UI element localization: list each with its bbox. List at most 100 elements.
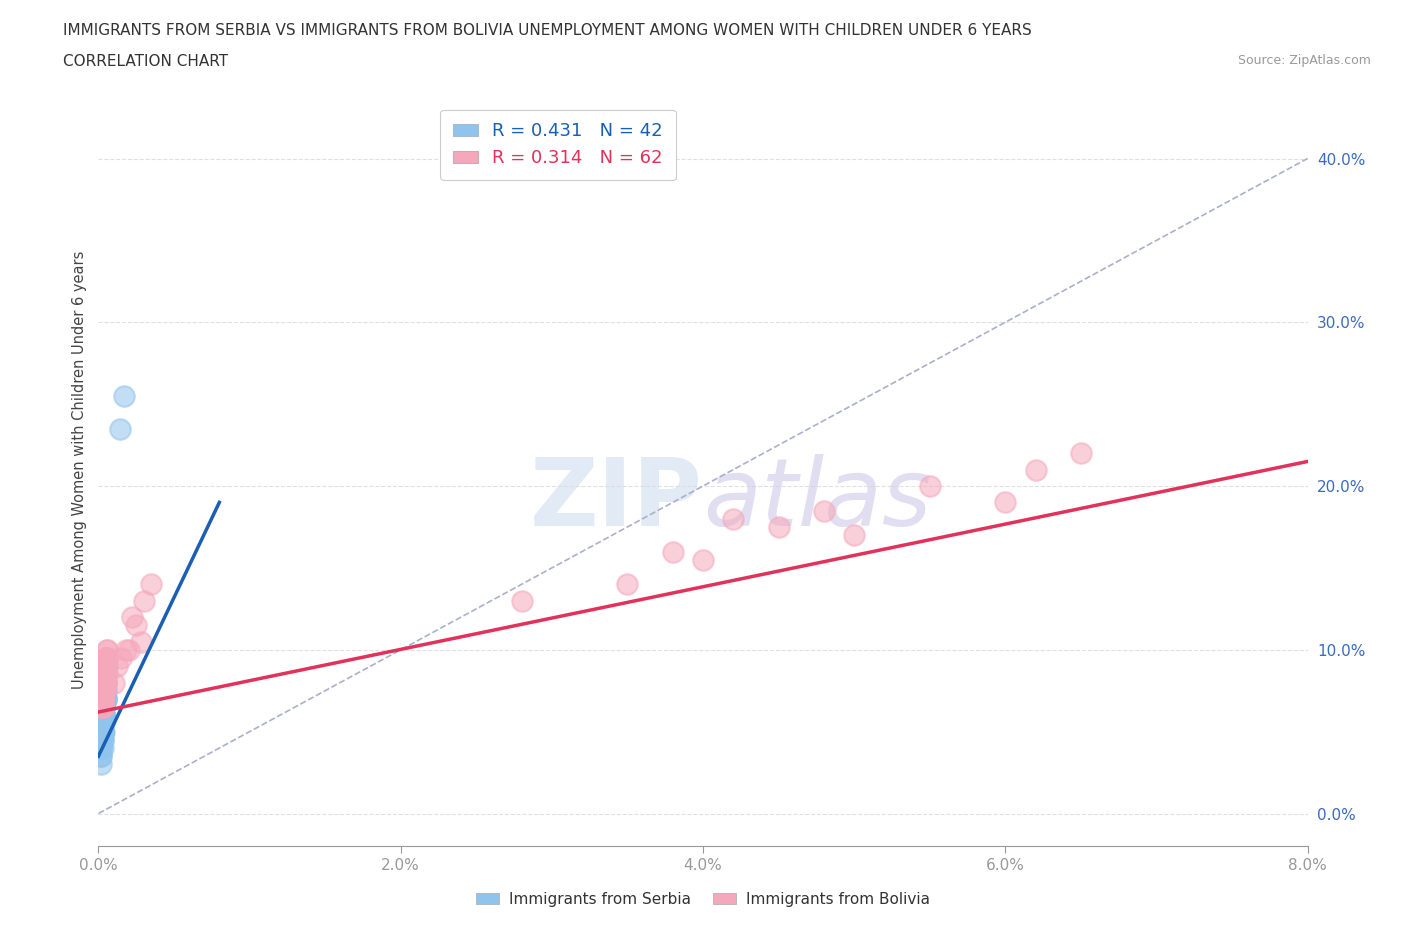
Point — [91, 716, 114, 731]
Point — [91, 716, 114, 731]
Point — [94, 667, 117, 682]
Point — [94, 692, 117, 707]
Point — [93, 684, 115, 698]
Point — [110, 651, 132, 666]
Point — [93, 708, 115, 723]
Point — [844, 527, 866, 542]
Point — [96, 651, 118, 666]
Point — [129, 634, 152, 649]
Point — [91, 692, 114, 707]
Point — [125, 618, 148, 632]
Point — [108, 421, 131, 436]
Point — [93, 708, 115, 723]
Point — [94, 667, 117, 682]
Point — [91, 692, 114, 707]
Point — [90, 733, 112, 748]
Point — [616, 577, 638, 591]
Text: atlas: atlas — [703, 454, 931, 545]
Point — [118, 643, 141, 658]
Point — [91, 740, 114, 755]
Point — [91, 699, 114, 714]
Point — [91, 724, 114, 739]
Point — [93, 684, 115, 698]
Point — [93, 716, 115, 731]
Point — [994, 495, 1017, 510]
Point — [105, 658, 128, 673]
Point — [94, 684, 117, 698]
Point — [90, 757, 112, 772]
Point — [692, 552, 714, 567]
Point — [91, 724, 114, 739]
Point — [93, 699, 115, 714]
Point — [90, 740, 112, 755]
Point — [510, 593, 533, 608]
Point — [90, 749, 112, 764]
Point — [141, 577, 163, 591]
Point — [94, 675, 117, 690]
Point — [96, 667, 118, 682]
Point — [91, 724, 114, 739]
Point — [93, 684, 115, 698]
Point — [132, 593, 155, 608]
Point — [94, 684, 117, 698]
Point — [121, 609, 143, 624]
Point — [91, 692, 114, 707]
Point — [94, 658, 117, 673]
Point — [91, 692, 114, 707]
Point — [661, 544, 683, 559]
Point — [94, 667, 117, 682]
Text: CORRELATION CHART: CORRELATION CHART — [63, 54, 228, 69]
Point — [94, 675, 117, 690]
Point — [93, 675, 115, 690]
Point — [813, 503, 835, 518]
Point — [91, 724, 114, 739]
Point — [93, 675, 115, 690]
Point — [93, 684, 115, 698]
Point — [91, 699, 114, 714]
Point — [94, 651, 117, 666]
Point — [91, 699, 114, 714]
Point — [96, 651, 118, 666]
Point — [93, 675, 115, 690]
Point — [94, 667, 117, 682]
Point — [91, 692, 114, 707]
Point — [94, 675, 117, 690]
Point — [94, 667, 117, 682]
Point — [94, 651, 117, 666]
Point — [103, 675, 125, 690]
Point — [93, 684, 115, 698]
Point — [918, 479, 941, 494]
Point — [93, 699, 115, 714]
Text: ZIP: ZIP — [530, 454, 703, 546]
Point — [93, 708, 115, 723]
Point — [91, 708, 114, 723]
Point — [94, 675, 117, 690]
Point — [91, 658, 114, 673]
Point — [723, 512, 745, 526]
Point — [96, 643, 118, 658]
Point — [93, 684, 115, 698]
Point — [96, 651, 118, 666]
Point — [93, 692, 115, 707]
Point — [93, 684, 115, 698]
Point — [1070, 445, 1092, 460]
Point — [96, 658, 118, 673]
Legend: Immigrants from Serbia, Immigrants from Bolivia: Immigrants from Serbia, Immigrants from … — [471, 886, 935, 913]
Point — [94, 692, 117, 707]
Text: IMMIGRANTS FROM SERBIA VS IMMIGRANTS FROM BOLIVIA UNEMPLOYMENT AMONG WOMEN WITH : IMMIGRANTS FROM SERBIA VS IMMIGRANTS FRO… — [63, 23, 1032, 38]
Point — [91, 699, 114, 714]
Point — [93, 699, 115, 714]
Point — [90, 716, 112, 731]
Point — [112, 389, 135, 404]
Y-axis label: Unemployment Among Women with Children Under 6 years: Unemployment Among Women with Children U… — [72, 250, 87, 689]
Point — [91, 716, 114, 731]
Point — [114, 643, 136, 658]
Text: Source: ZipAtlas.com: Source: ZipAtlas.com — [1237, 54, 1371, 67]
Point — [93, 667, 115, 682]
Point — [768, 520, 790, 535]
Point — [96, 643, 118, 658]
Point — [93, 667, 115, 682]
Point — [1025, 462, 1047, 477]
Point — [90, 740, 112, 755]
Point — [94, 692, 117, 707]
